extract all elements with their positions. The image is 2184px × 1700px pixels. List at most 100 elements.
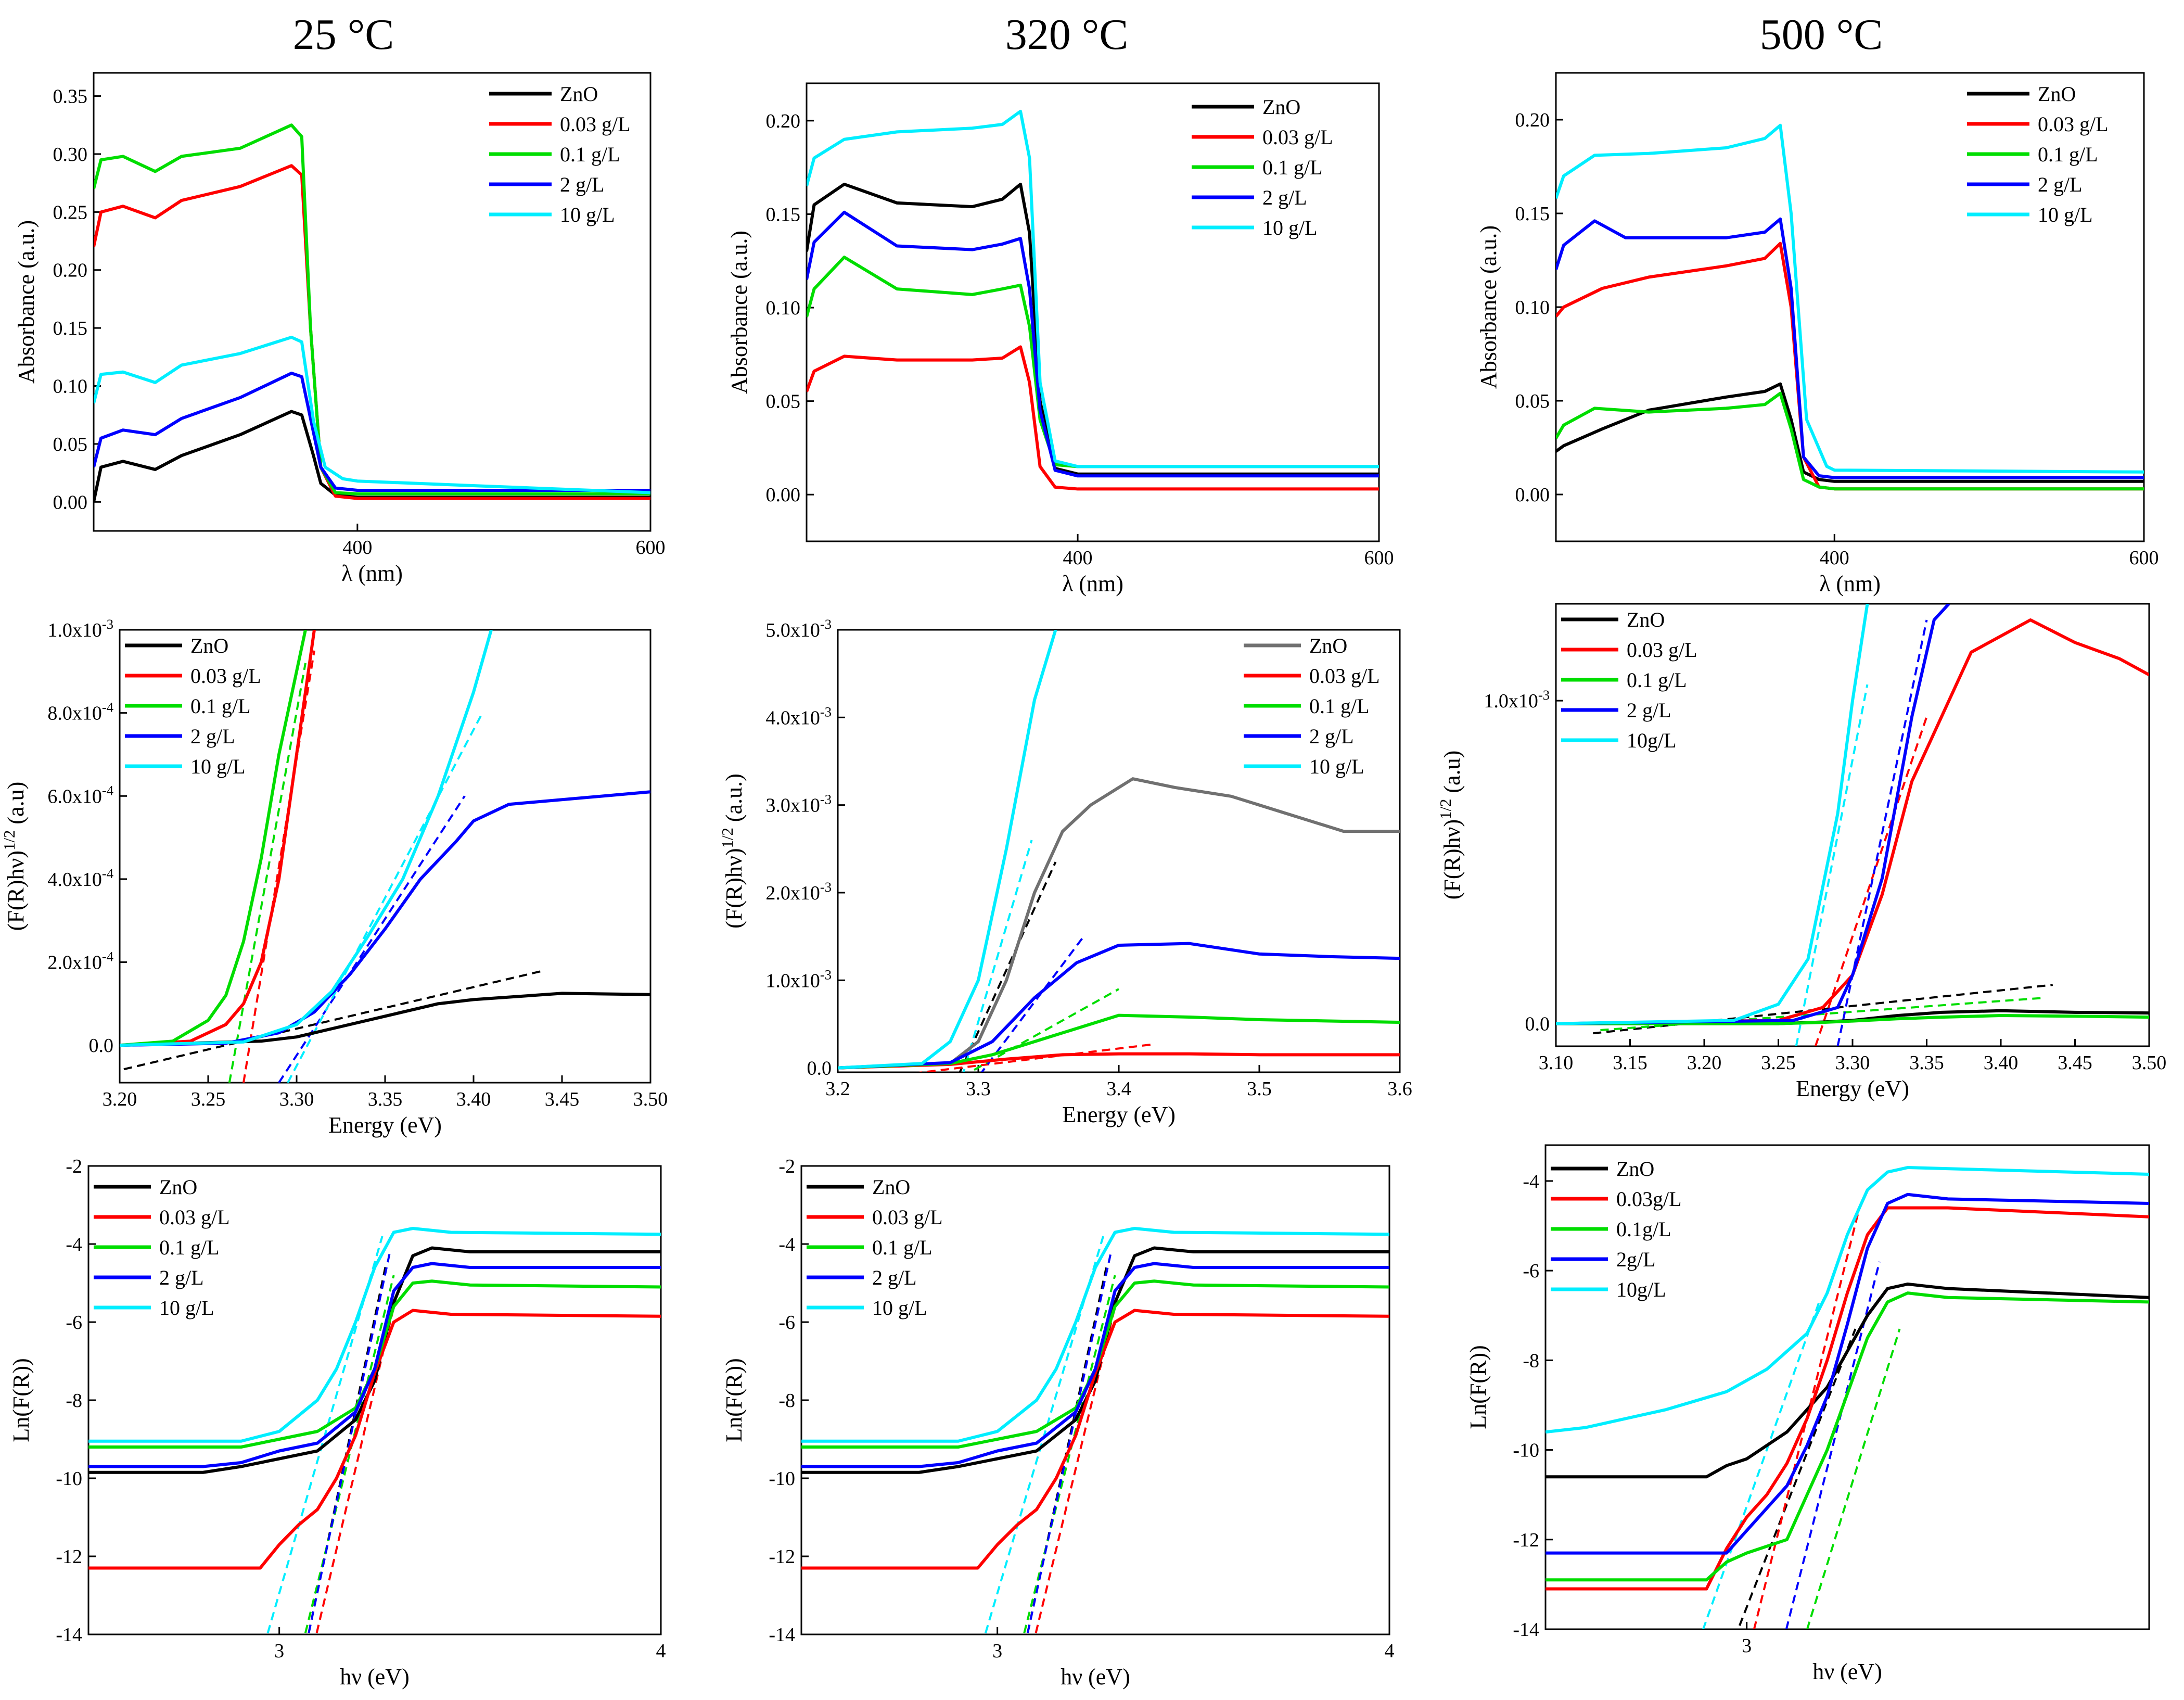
y-tick-label: -14	[1513, 1619, 1539, 1641]
y-tick-label: -12	[769, 1546, 795, 1568]
series-line-10-g-L	[88, 1227, 661, 1443]
title-500c: 500 °C	[1759, 10, 1883, 59]
x-tick-label: 3.10	[1539, 1052, 1574, 1074]
x-tick-label: 4	[1385, 1640, 1395, 1662]
y-tick-label: 4.0x10-4	[47, 866, 113, 891]
legend-label: 2 g/L	[560, 173, 605, 196]
legend-label: 0.03 g/L	[560, 112, 631, 136]
legend-label: 10 g/L	[1262, 216, 1318, 239]
fit-line-0-1g-L	[1806, 1328, 1901, 1629]
y-tick-label: 0.15	[1515, 203, 1550, 225]
y-tick-label: 0.0	[89, 1035, 114, 1057]
x-tick-label: 400	[1063, 547, 1093, 569]
fit-line-0-03-g-L	[914, 1043, 1154, 1072]
legend-label: 0.1 g/L	[560, 143, 620, 166]
legend-label: 10 g/L	[159, 1296, 214, 1320]
y-tick-label: -10	[1513, 1440, 1539, 1462]
legend-label: ZnO	[2038, 82, 2076, 106]
legend-label: 0.03 g/L	[190, 664, 261, 688]
series-line-0-1-g-L	[1556, 1014, 2149, 1025]
y-tick-label: -2	[66, 1156, 82, 1177]
x-tick-label: 3.35	[1909, 1052, 1944, 1074]
series-line-0-03-g-L	[807, 345, 1379, 491]
y-tick-label: 1.0x10-3	[765, 967, 832, 992]
fit-line-10g-L	[1702, 1301, 1820, 1629]
x-tick-label: 3.4	[1106, 1078, 1131, 1100]
series-line-10-g-L	[120, 630, 493, 1047]
legend-label: ZnO	[1309, 634, 1347, 657]
legend-label: 10 g/L	[2038, 203, 2093, 226]
fit-line-ZnO	[120, 969, 545, 1072]
x-tick-label: 3.45	[2058, 1052, 2092, 1074]
x-axis-label: λ (nm)	[341, 561, 403, 586]
y-axis-label: (F(R)hν)1/2 (a.u)	[1, 782, 29, 931]
x-tick-label: 400	[1820, 547, 1849, 569]
legend-label: 2 g/L	[872, 1266, 917, 1289]
x-tick-label: 400	[342, 537, 372, 559]
y-tick-label: 0.20	[766, 110, 801, 132]
y-tick-label: -8	[1523, 1350, 1539, 1372]
y-tick-label: -12	[56, 1546, 82, 1568]
y-tick-label: -14	[56, 1624, 82, 1646]
chart-urbach-320: 3 4 -14 -12 -10 -8 -6 -4 -2 hν (eV) Ln(F(R)) ZnO 0.0…	[721, 1156, 1395, 1690]
legend-label: 0.1 g/L	[1627, 668, 1687, 692]
x-axis-label: λ (nm)	[1062, 571, 1123, 597]
x-tick-label: 600	[636, 537, 666, 559]
legend: ZnO 0.03 g/L 0.1 g/L 2 g/L 10 g/L	[125, 634, 261, 778]
x-tick-label: 600	[2129, 547, 2159, 569]
series-line-0-1-g-L	[94, 123, 650, 496]
y-tick-label: 0.0	[1525, 1013, 1550, 1035]
series-line-2-g-L	[94, 372, 650, 492]
x-tick-label: 3.30	[279, 1088, 314, 1110]
y-tick-label: 0.10	[53, 376, 88, 398]
legend-label: ZnO	[872, 1175, 910, 1199]
series-line-10g-L	[1556, 604, 1869, 1025]
x-tick-label: 3.6	[1387, 1078, 1412, 1100]
legend-label: 0.03 g/L	[1627, 638, 1697, 662]
series-line-0-1-g-L	[838, 1013, 1400, 1070]
legend-label: 0.03 g/L	[872, 1206, 943, 1229]
x-axis-label: Energy (eV)	[328, 1112, 442, 1138]
y-axis-label: Ln(F(R))	[1465, 1345, 1491, 1429]
legend-label: ZnO	[190, 634, 228, 657]
legend-label: 0.1 g/L	[1309, 694, 1370, 718]
x-axis-label: Energy (eV)	[1062, 1102, 1176, 1127]
y-tick-label: 0.20	[1515, 109, 1550, 131]
fit-line-2-g-L	[1836, 619, 1928, 1046]
y-axis-label: (F(R)hν)1/2 (a.u)	[1437, 751, 1465, 900]
y-tick-label: 0.05	[1515, 390, 1550, 412]
legend-label: 2 g/L	[2038, 173, 2083, 196]
legend-label: 0.1 g/L	[1262, 156, 1323, 179]
chart-urbach-500: 3 -14 -12 -10 -8 -6 -4 hν (eV) Ln(F(R)) ZnO 0.03g/…	[1465, 1144, 2150, 1684]
y-tick-label: 6.0x10-4	[47, 782, 113, 807]
series-line-10g-L	[1546, 1166, 2149, 1434]
series-line-ZnO	[838, 777, 1400, 1070]
fit-line-0-03-g-L	[1814, 716, 1928, 1046]
x-tick-label: 3	[1742, 1635, 1752, 1657]
y-tick-label: 0.10	[1515, 297, 1550, 319]
legend-label: 0.03 g/L	[2038, 112, 2109, 136]
legend-label: ZnO	[560, 82, 598, 106]
legend-label: 10g/L	[1616, 1278, 1666, 1301]
x-tick-label: 3.5	[1247, 1078, 1272, 1100]
y-tick-label: 8.0x10-4	[47, 700, 113, 725]
series-line-0-1-g-L	[120, 630, 307, 1047]
series-line-0-03-g-L	[88, 1309, 661, 1570]
title-320c: 320 °C	[1005, 10, 1129, 59]
y-tick-label: 0.25	[53, 201, 88, 223]
legend-label: ZnO	[1262, 95, 1300, 119]
plot-area	[801, 1227, 1389, 1634]
plot-area	[120, 630, 650, 1083]
series-line-0-03-g-L	[801, 1309, 1389, 1570]
legend-label: 0.1 g/L	[190, 694, 251, 718]
series-line-0-03-g-L	[120, 630, 316, 1047]
plot-area	[807, 109, 1379, 491]
legend-label: 2 g/L	[1262, 186, 1307, 209]
legend-label: 10 g/L	[560, 203, 615, 226]
series-line-10-g-L	[1556, 123, 2144, 474]
legend-label: ZnO	[1627, 608, 1665, 631]
y-axis-label: (F(R)hν)1/2 (a.u.)	[719, 773, 747, 929]
x-tick-label: 3.3	[966, 1078, 991, 1100]
legend-label: 0.03 g/L	[1262, 125, 1333, 149]
